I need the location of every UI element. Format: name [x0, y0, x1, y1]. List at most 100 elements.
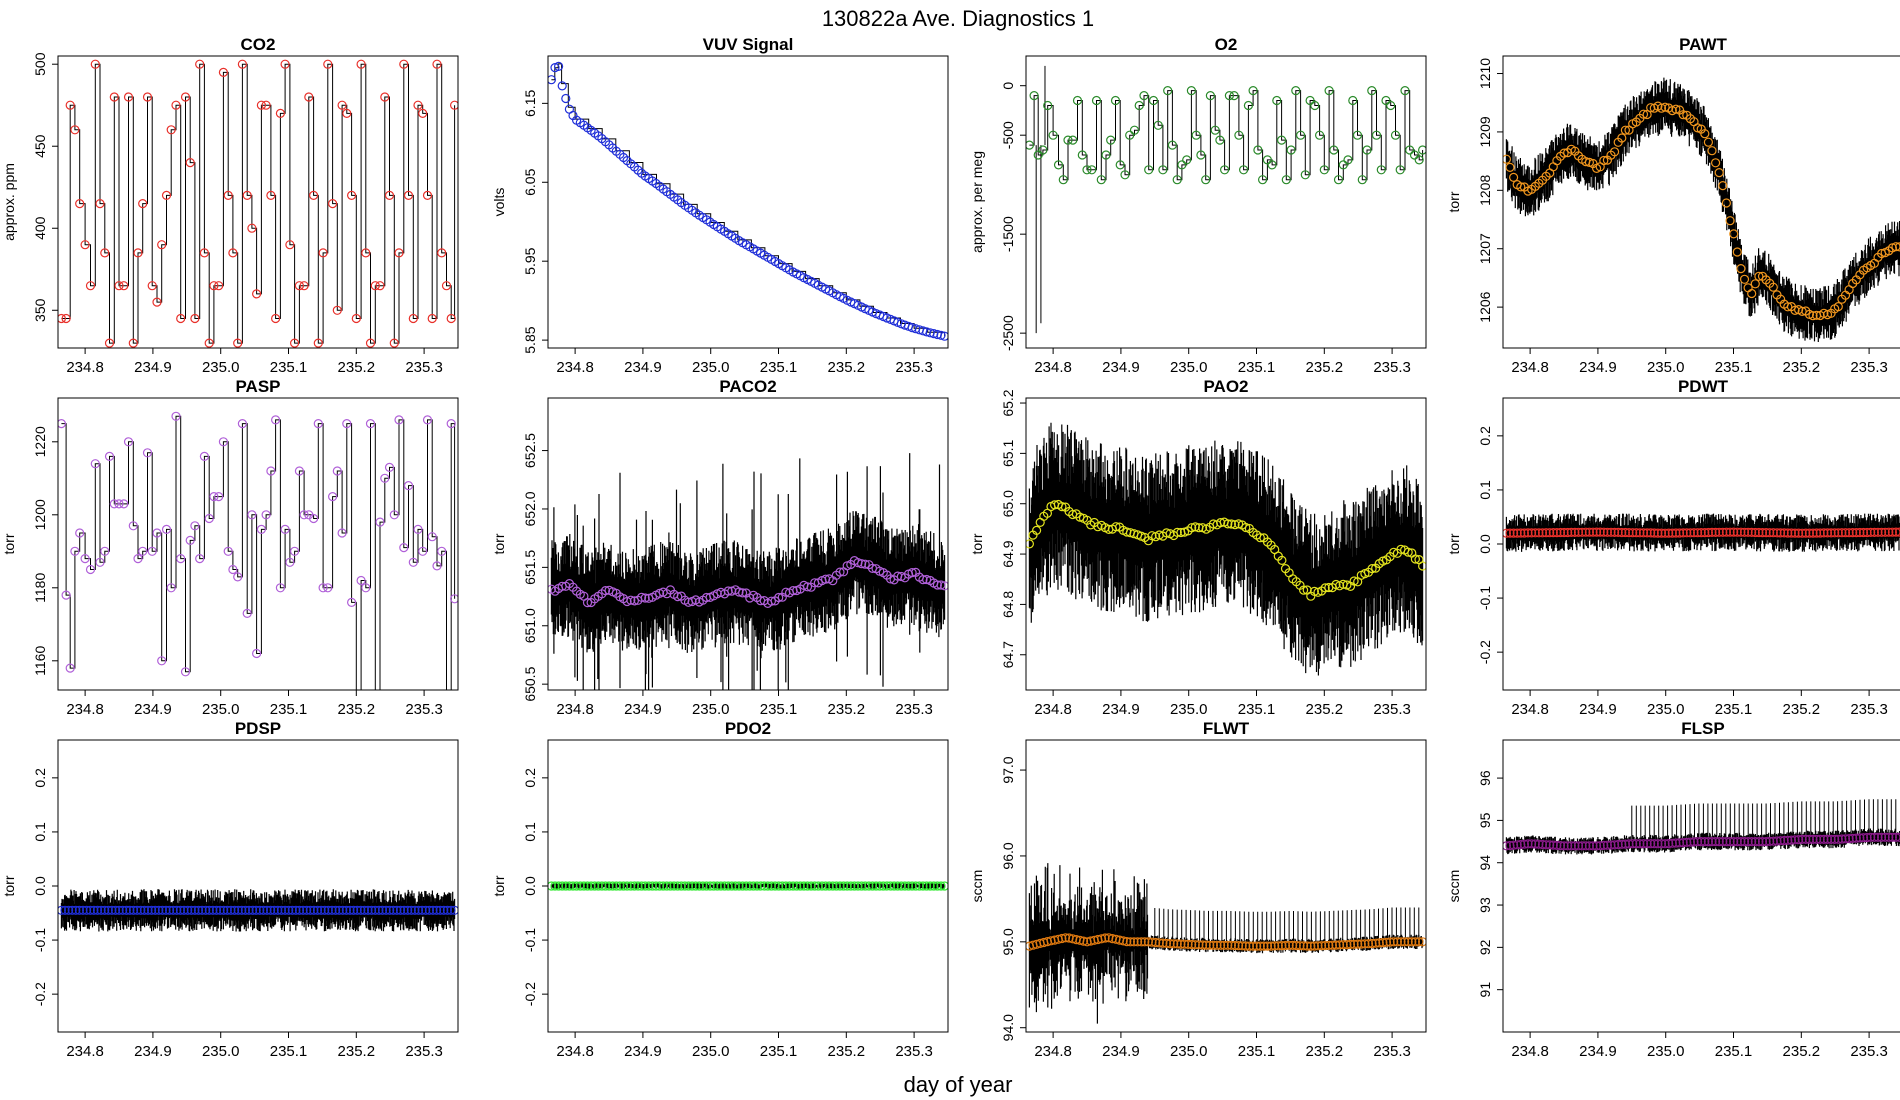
pdo2-marker	[568, 881, 578, 891]
pdsp-marker	[345, 905, 355, 915]
pdo2-marker	[687, 881, 697, 891]
pdo2-marker	[806, 881, 816, 891]
vuv-signal-marker	[561, 93, 571, 104]
co2-marker	[237, 59, 247, 69]
o2-marker	[1139, 90, 1149, 101]
pasp-marker	[418, 546, 428, 556]
pdo2-marker	[579, 881, 589, 891]
pdwt-marker	[1599, 527, 1609, 537]
flsp-marker	[1772, 836, 1782, 846]
flwt-marker	[1407, 937, 1417, 947]
pdwt-marker	[1707, 527, 1717, 538]
pdsp-marker	[446, 905, 456, 915]
co2-marker	[58, 313, 66, 324]
pdsp-marker	[323, 905, 333, 915]
pawt-marker	[1790, 305, 1800, 315]
flwt-marker	[1320, 940, 1330, 951]
flsp-marker	[1584, 841, 1595, 851]
co2-marker	[138, 199, 148, 209]
flwt-marker	[1306, 941, 1316, 951]
pasp-marker	[256, 524, 266, 535]
pdsp-marker	[211, 905, 222, 915]
pdo2-xtick-label: 234.9	[624, 1043, 662, 1060]
co2-marker	[304, 92, 314, 102]
pdwt-marker	[1555, 527, 1566, 538]
pdo2-marker	[647, 881, 658, 891]
pdsp-marker	[428, 905, 438, 915]
pdsp-marker	[190, 905, 200, 915]
flsp-marker	[1516, 839, 1526, 850]
pasp-marker	[450, 594, 458, 604]
o2-marker	[1238, 165, 1249, 175]
flsp-marker	[1729, 836, 1739, 847]
flsp-marker	[1783, 835, 1793, 845]
pdsp-marker	[309, 905, 319, 915]
pdwt-marker	[1671, 528, 1681, 538]
pdo2-marker	[719, 881, 730, 891]
o2-marker	[1096, 175, 1106, 185]
o2-marker	[1272, 95, 1282, 106]
pdo2-marker	[597, 881, 607, 891]
flsp-marker	[1754, 836, 1764, 847]
pasp-marker	[166, 583, 176, 593]
pdsp-marker	[327, 905, 337, 915]
pasp-xtick-label: 234.9	[134, 701, 172, 718]
pdwt-marker	[1830, 528, 1840, 538]
co2-marker	[100, 248, 110, 258]
flsp-marker	[1884, 832, 1894, 842]
pawt-marker	[1703, 137, 1714, 147]
pawt-marker	[1656, 103, 1667, 113]
flsp-marker	[1815, 834, 1825, 845]
panels-grid: CO2 approx. ppm 350 400 450 500 234.8 234.9 235.…	[1, 35, 1900, 1060]
flsp-marker	[1534, 839, 1544, 849]
flsp-marker	[1826, 834, 1836, 845]
pao2-marker	[1147, 531, 1157, 541]
co2-trace	[61, 63, 456, 344]
pdsp-marker	[320, 905, 330, 915]
o2-marker	[1333, 175, 1344, 185]
flsp-marker	[1696, 836, 1706, 847]
co2-marker	[309, 190, 319, 200]
flsp-marker	[1602, 840, 1613, 850]
pdo2-marker	[871, 881, 881, 891]
pdwt-marker	[1736, 527, 1746, 537]
o2-marker	[1115, 160, 1125, 170]
flsp-marker	[1545, 840, 1555, 850]
pdwt-marker	[1628, 528, 1638, 538]
pasp-marker	[313, 419, 323, 429]
co2-marker	[95, 199, 105, 209]
pasp-marker	[413, 524, 423, 535]
flwt-title: FLWT	[1203, 719, 1250, 738]
pdo2-marker	[741, 881, 751, 891]
o2-marker	[1281, 175, 1291, 185]
o2-marker	[1196, 150, 1206, 160]
pdsp-ytick-label: -0.1	[32, 928, 48, 952]
pasp-marker	[61, 590, 71, 600]
flsp-xtick-label: 235.3	[1850, 1043, 1888, 1060]
pasp-marker	[147, 546, 157, 556]
flwt-marker	[1403, 937, 1413, 947]
pdo2-marker	[766, 881, 777, 891]
flwt-marker	[1125, 937, 1136, 947]
flsp-marker	[1732, 836, 1742, 847]
pasp-marker	[138, 546, 148, 556]
pawt-marker	[1750, 279, 1760, 289]
flsp-marker	[1830, 834, 1840, 845]
co2-marker	[128, 338, 138, 348]
pdo2-marker	[680, 881, 690, 891]
flwt-marker	[1230, 940, 1240, 951]
pasp-marker	[337, 528, 347, 538]
pawt-ytick-label: 1206	[1477, 291, 1493, 322]
pasp-marker	[218, 437, 228, 447]
paco2-marker	[918, 574, 928, 585]
pdo2-ytick-label: 0.1	[522, 822, 538, 842]
pdwt-marker	[1664, 528, 1674, 538]
pawt-marker	[1620, 125, 1631, 135]
pdsp-marker	[269, 905, 279, 915]
pdo2-marker	[730, 881, 741, 891]
co2-marker	[209, 281, 219, 291]
pdwt-marker	[1873, 527, 1883, 537]
pdo2-marker	[759, 881, 769, 891]
o2-marker	[1314, 130, 1325, 140]
panel-pasp: PASP torr 1160 1180 1200 1220 234.8 234.9 235.0 2…	[1, 377, 459, 718]
